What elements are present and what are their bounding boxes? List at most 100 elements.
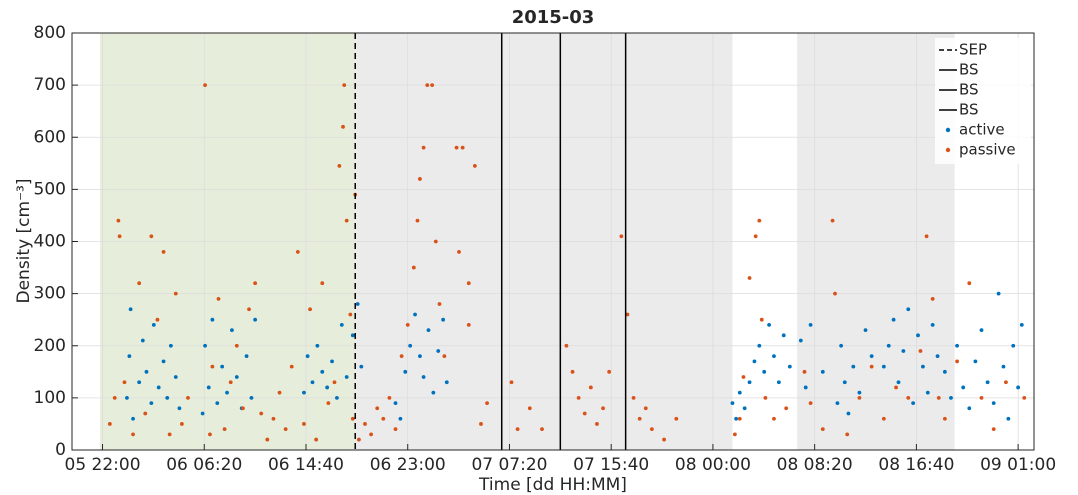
- data-point: [442, 354, 447, 359]
- data-point: [930, 296, 935, 301]
- data-point: [649, 427, 654, 432]
- x-tick-label: 06 23:00: [370, 455, 446, 475]
- data-point: [411, 265, 416, 270]
- y-tick-label: 400: [34, 232, 66, 252]
- data-point: [131, 432, 135, 437]
- data-point: [339, 323, 344, 327]
- legend: SEP BS BS BS active passive: [935, 38, 1031, 164]
- data-point: [168, 343, 173, 348]
- data-point: [901, 349, 906, 353]
- data-point: [472, 164, 477, 168]
- data-point: [991, 401, 996, 405]
- data-point: [772, 354, 776, 359]
- data-point: [393, 401, 398, 405]
- data-point: [625, 312, 630, 317]
- data-point: [151, 323, 156, 327]
- data-point: [387, 395, 392, 400]
- data-point: [149, 401, 154, 405]
- data-point: [787, 364, 792, 369]
- y-tick-label: 800: [34, 23, 66, 43]
- data-point: [220, 364, 225, 369]
- data-point: [418, 354, 422, 359]
- data-point: [107, 422, 112, 426]
- y-tick-label: 600: [34, 127, 66, 147]
- data-point: [140, 338, 145, 343]
- x-tick-label: 08 08:20: [777, 455, 853, 475]
- data-point: [619, 234, 624, 239]
- data-point: [747, 380, 752, 385]
- data-point: [757, 343, 762, 348]
- data-point: [413, 312, 417, 317]
- data-point: [479, 422, 483, 426]
- data-point: [310, 380, 315, 385]
- x-axis-label: Time [dd HH:MM]: [478, 475, 627, 495]
- data-point: [784, 406, 789, 411]
- data-point: [759, 317, 764, 322]
- data-point: [737, 390, 742, 395]
- data-point: [173, 375, 178, 379]
- data-point: [869, 354, 874, 359]
- data-point: [173, 291, 178, 296]
- data-point: [341, 124, 345, 129]
- data-point: [991, 427, 996, 432]
- data-point: [210, 317, 215, 322]
- data-point: [808, 323, 813, 327]
- y-tick-label: 300: [34, 284, 66, 304]
- data-point: [125, 395, 129, 400]
- data-point: [398, 416, 403, 421]
- legend-label: BS: [959, 61, 979, 79]
- data-point: [350, 333, 355, 338]
- data-point: [156, 385, 161, 390]
- data-point: [161, 359, 166, 364]
- data-point: [742, 406, 747, 411]
- data-point: [820, 427, 825, 432]
- data-point: [441, 317, 446, 322]
- data-point: [1022, 395, 1027, 400]
- data-point: [851, 364, 856, 369]
- data-point: [935, 354, 940, 359]
- data-point: [283, 427, 288, 432]
- data-point: [369, 432, 373, 437]
- data-point: [421, 145, 426, 150]
- data-point: [942, 416, 947, 421]
- foreground-layer: 0 100 200 300 400 500 600 700 800 05 22:00 06 06:2…: [34, 23, 1057, 475]
- data-point: [415, 218, 420, 223]
- data-point: [835, 401, 840, 405]
- data-point: [253, 281, 258, 286]
- legend-swatch: [945, 127, 951, 133]
- data-point: [247, 307, 251, 312]
- data-point: [863, 328, 868, 333]
- data-point: [637, 416, 642, 421]
- data-point: [733, 432, 737, 437]
- data-point: [363, 422, 367, 426]
- data-point: [230, 328, 234, 333]
- data-point: [356, 437, 361, 442]
- data-point: [165, 395, 170, 400]
- data-point: [348, 312, 353, 317]
- data-point: [444, 380, 449, 385]
- data-point: [393, 427, 398, 432]
- y-tick-label: 0: [55, 440, 66, 460]
- data-point: [996, 291, 1001, 296]
- data-point: [921, 364, 925, 369]
- data-point: [527, 406, 532, 411]
- data-point: [302, 390, 306, 395]
- data-point: [857, 395, 862, 400]
- data-point: [433, 239, 438, 244]
- data-point: [203, 343, 207, 348]
- data-point: [375, 406, 380, 411]
- data-point: [730, 401, 735, 405]
- data-point: [601, 406, 605, 411]
- data-point: [979, 328, 984, 333]
- data-point: [967, 406, 972, 411]
- data-point: [116, 218, 121, 223]
- y-tick-label: 100: [34, 388, 66, 408]
- data-point: [330, 359, 334, 364]
- data-point: [137, 380, 142, 385]
- data-point: [326, 401, 331, 405]
- data-point: [253, 317, 258, 322]
- x-tick-label: 07 07:20: [471, 455, 547, 475]
- data-point: [781, 333, 786, 338]
- data-point: [776, 380, 781, 385]
- data-point: [431, 390, 436, 395]
